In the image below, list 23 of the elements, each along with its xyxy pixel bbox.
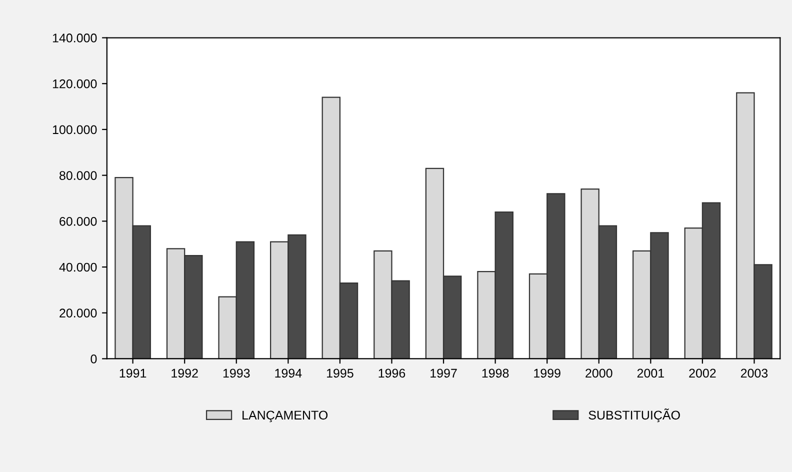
- y-tick-label: 40.000: [59, 262, 97, 272]
- y-tick-label: 60.000: [60, 216, 97, 226]
- x-tick-label: 1992: [172, 368, 198, 378]
- legend-label: LANÇAMENTO: [242, 410, 328, 422]
- x-tick-label: 1995: [327, 368, 354, 378]
- x-tick-label: 2000: [586, 368, 612, 378]
- y-tick-label: 80.000: [60, 171, 97, 180]
- x-tick-label: 1994: [275, 368, 302, 378]
- y-tick-label: 0: [90, 354, 97, 364]
- legend-label: SUBSTITUIÇÃO: [588, 408, 680, 422]
- x-tick-label: 1997: [430, 368, 457, 378]
- x-tick-label: 1999: [534, 368, 560, 378]
- x-tick-label: 1991: [120, 368, 146, 378]
- y-tick-label: 120.000: [52, 79, 97, 88]
- x-tick-label: 2001: [637, 368, 664, 378]
- x-tick-label: 1996: [378, 368, 406, 378]
- x-tick-label: 1993: [223, 368, 250, 378]
- y-tick-label: 140.000: [52, 34, 97, 42]
- y-tick-label: 100.000: [52, 125, 97, 134]
- x-tick-label: 1998: [482, 368, 509, 378]
- x-tick-label: 2002: [689, 368, 716, 378]
- x-tick-label: 2003: [740, 368, 768, 378]
- y-tick-label: 20.000: [60, 308, 97, 318]
